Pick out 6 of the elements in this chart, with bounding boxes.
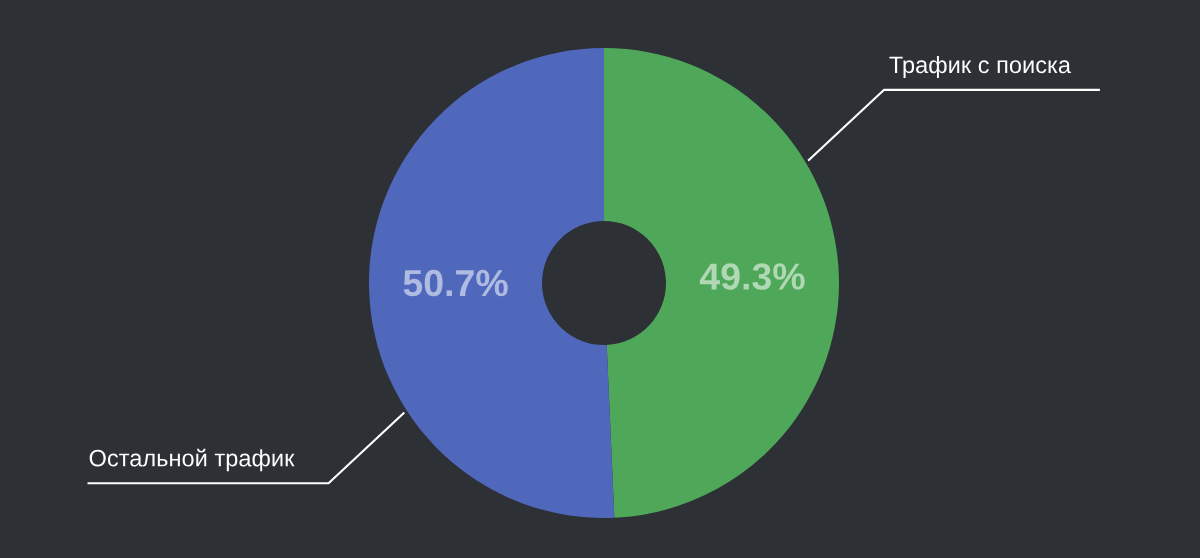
- slice-label: Трафик с поиска: [889, 55, 1071, 78]
- data-label: 50.7%: [403, 269, 508, 297]
- donut-slice: [604, 48, 839, 518]
- data-label: 49.3%: [699, 263, 805, 290]
- slice-label: Остальной трафик: [89, 448, 295, 472]
- donut-slice: [369, 48, 615, 518]
